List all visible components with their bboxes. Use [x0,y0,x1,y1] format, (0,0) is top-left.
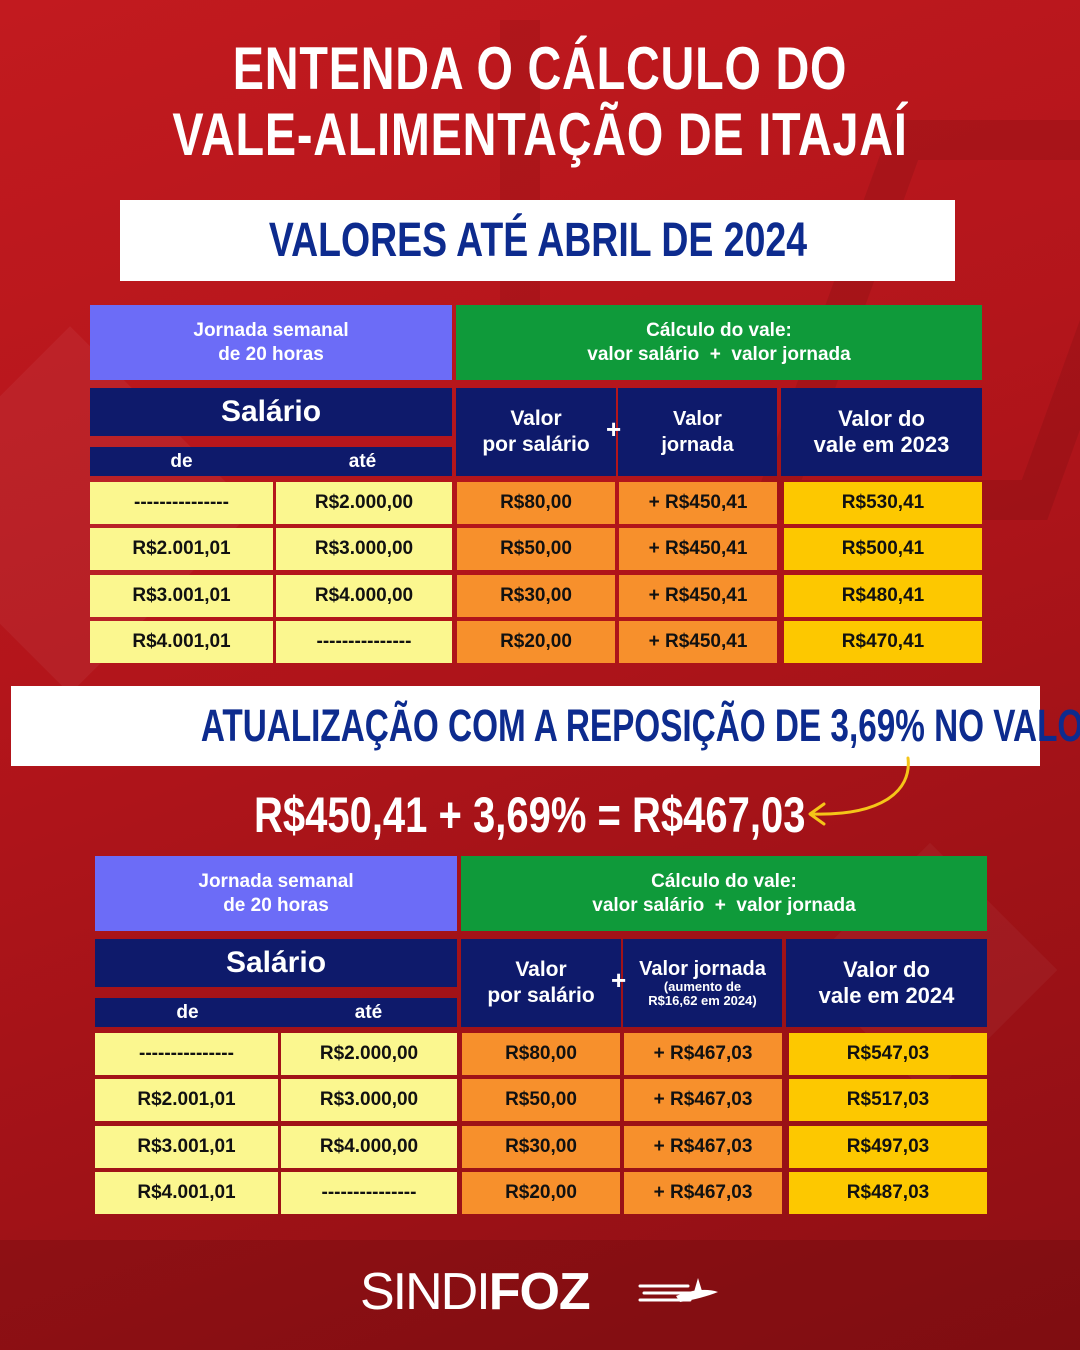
logo-foz: FOZ [488,1263,591,1321]
cell-de: R$2.001,01 [95,1079,278,1121]
cell-valor-vale: R$517,03 [789,1079,987,1121]
cell-ate: R$3.000,00 [281,1079,457,1121]
cell-ate: R$3.000,00 [276,528,452,570]
cell-valor-jornada: + R$450,41 [619,528,777,570]
cell-valor-jornada: + R$450,41 [619,575,777,617]
cell-valor-jornada: + R$467,03 [624,1033,782,1075]
cell-de: R$3.001,01 [90,575,273,617]
header-valor-jornada-line3: R$16,62 em 2024) [648,993,757,1008]
cell-valor-vale: R$547,03 [789,1033,987,1075]
cell-valor-vale: R$530,41 [784,482,982,524]
header-jornada-line2: de 20 horas [223,894,329,916]
header-valor-vale-line2: vale em 2024 [818,983,955,1008]
period-banner: VALORES ATÉ ABRIL DE 2024 [120,200,955,281]
header-jornada: Jornada semanal de 20 horas [90,305,452,380]
plus-sign: + [611,965,627,995]
sindifoz-logo: SINDIFOZ [360,1262,591,1322]
header-valor-jornada-line1: Valor [673,408,722,430]
title-line-1: ENTENDA O CÁLCULO DO [232,35,848,102]
header-salario: Salário [90,388,452,436]
header-valor-vale: Valor do vale em 2023 [781,388,982,476]
header-ate: até [273,447,452,476]
period-banner-text: VALORES ATÉ ABRIL DE 2024 [268,214,807,267]
header-calculo: Cálculo do vale: valor salário + valor j… [461,856,987,931]
cell-valor-salario: R$80,00 [462,1033,620,1075]
cell-valor-salario: R$20,00 [462,1172,620,1214]
formula-text: R$450,41 + 3,69% = R$467,03 [254,787,806,843]
header-jornada-line1: Jornada semanal [193,319,349,341]
header-valor-jornada: Valor jornada [618,388,777,476]
header-valor-vale-line1: Valor do [838,406,925,431]
header-valor-salario-line2: por salário [487,984,595,1007]
formula: R$450,41 + 3,69% = R$467,03 [150,780,910,850]
curved-arrow-icon [808,756,910,826]
update-banner: ATUALIZAÇÃO COM A REPOSIÇÃO DE 3,69% NO … [11,686,1080,766]
header-jornada-line1: Jornada semanal [198,870,354,892]
cell-valor-jornada: + R$467,03 [624,1172,782,1214]
cell-valor-jornada: + R$467,03 [624,1079,782,1121]
cell-ate: --------------- [281,1172,457,1214]
header-valor-vale-line2: vale em 2023 [813,432,950,457]
cell-ate: R$2.000,00 [276,482,452,524]
cell-de: --------------- [90,482,273,524]
header-de: de [90,447,273,476]
header-calculo-line2: valor salário + valor jornada [587,343,851,365]
cell-valor-salario: R$30,00 [462,1126,620,1168]
cell-ate: R$2.000,00 [281,1033,457,1075]
cell-ate: R$4.000,00 [276,575,452,617]
cell-valor-salario: R$50,00 [457,528,615,570]
cell-valor-salario: R$20,00 [457,621,615,663]
cell-valor-salario: R$50,00 [462,1079,620,1121]
header-calculo-line1: Cálculo do vale: [646,319,792,341]
cell-de: --------------- [95,1033,278,1075]
header-valor-salario-line2: por salário [482,433,590,456]
update-banner-text: ATUALIZAÇÃO COM A REPOSIÇÃO DE 3,69% NO … [200,700,1080,751]
cell-valor-vale: R$497,03 [789,1126,987,1168]
header-calculo-line1: Cálculo do vale: [651,870,797,892]
header-valor-salario: Valor por salário [461,939,621,1027]
cell-ate: --------------- [276,621,452,663]
cell-de: R$2.001,01 [90,528,273,570]
header-valor-salario-line1: Valor [510,407,562,430]
header-valor-jornada-line2: (aumento de [663,979,742,994]
cell-de: R$3.001,01 [95,1126,278,1168]
cell-valor-vale: R$487,03 [789,1172,987,1214]
header-ate: até [280,998,457,1027]
header-jornada: Jornada semanal de 20 horas [95,856,457,931]
header-calculo: Cálculo do vale: valor salário + valor j… [456,305,982,380]
header-valor-jornada-line1: Valor jornada [639,958,766,980]
cell-de: R$4.001,01 [90,621,273,663]
page-title: ENTENDA O CÁLCULO DO VALE-ALIMENTAÇÃO DE… [119,36,961,168]
cell-valor-salario: R$30,00 [457,575,615,617]
header-valor-vale: Valor do vale em 2024 [786,939,987,1027]
logo-sindi: SINDI [360,1263,491,1321]
cell-ate: R$4.000,00 [281,1126,457,1168]
header-jornada-line2: de 20 horas [218,343,324,365]
header-de: de [95,998,280,1027]
header-salario: Salário [95,939,457,987]
cell-valor-jornada: + R$467,03 [624,1126,782,1168]
cell-valor-vale: R$500,41 [784,528,982,570]
header-valor-salario-line1: Valor [515,958,567,981]
header-valor-salario: Valor por salário [456,388,616,476]
cell-de: R$4.001,01 [95,1172,278,1214]
cell-valor-salario: R$80,00 [457,482,615,524]
title-line-2: VALE-ALIMENTAÇÃO DE ITAJAÍ [172,101,908,168]
airplane-icon [638,1278,718,1302]
cell-valor-vale: R$470,41 [784,621,982,663]
header-valor-vale-line1: Valor do [843,957,930,982]
plus-sign: + [606,414,622,444]
cell-valor-jornada: + R$450,41 [619,621,777,663]
header-valor-jornada: Valor jornada (aumento de R$16,62 em 202… [623,939,782,1027]
header-valor-jornada-line2: jornada [661,434,734,456]
cell-valor-jornada: + R$450,41 [619,482,777,524]
header-calculo-line2: valor salário + valor jornada [592,894,856,916]
cell-valor-vale: R$480,41 [784,575,982,617]
